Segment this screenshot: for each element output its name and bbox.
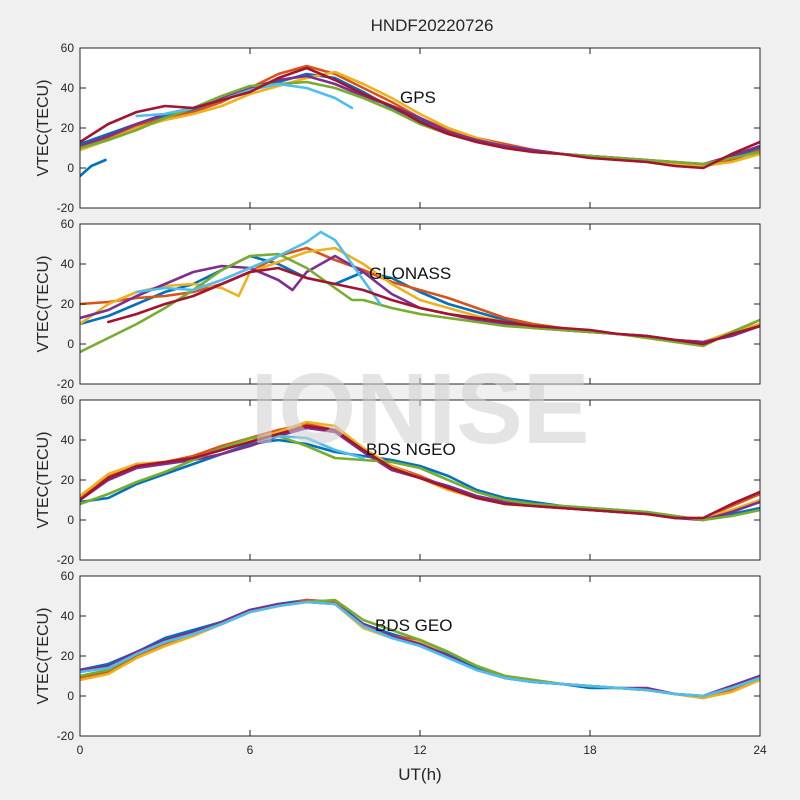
watermark: IONISE bbox=[251, 353, 590, 465]
series-line-6 bbox=[135, 230, 382, 306]
constellation-label: GLONASS bbox=[369, 264, 451, 283]
series-line-6 bbox=[135, 82, 354, 118]
y-tick-label: 20 bbox=[61, 473, 75, 487]
series-group bbox=[80, 598, 760, 700]
y-tick-label: -20 bbox=[57, 377, 75, 391]
y-tick-label: 0 bbox=[67, 337, 74, 351]
subplot-1: -20 0 20 40 60 VTEC(TECU) GPS bbox=[35, 41, 761, 215]
plot-area bbox=[80, 576, 760, 736]
series-line-7 bbox=[107, 266, 760, 346]
y-axis-label: VTEC(TECU) bbox=[35, 256, 52, 353]
y-tick-label: 20 bbox=[61, 121, 75, 135]
series-line-7 bbox=[80, 424, 760, 520]
y-tick-label: 40 bbox=[61, 609, 75, 623]
y-tick-label: 0 bbox=[67, 689, 74, 703]
y-tick-label: 40 bbox=[61, 433, 75, 447]
x-tick-label: 24 bbox=[753, 743, 767, 757]
subplot-2: -20 0 20 40 60 VTEC(TECU) GLONASS bbox=[35, 217, 761, 391]
series-line-7 bbox=[80, 66, 760, 170]
x-tick-label: 0 bbox=[77, 743, 84, 757]
y-axis-label: VTEC(TECU) bbox=[35, 608, 52, 705]
series-group bbox=[80, 230, 760, 354]
x-axis-label: UT(h) bbox=[398, 765, 441, 784]
y-tick-label: -20 bbox=[57, 553, 75, 567]
series-line-5 bbox=[80, 252, 760, 354]
x-tick-label: 12 bbox=[413, 743, 427, 757]
constellation-label: BDS GEO bbox=[375, 616, 452, 635]
y-tick-label: -20 bbox=[57, 201, 75, 215]
constellation-label: BDS NGEO bbox=[366, 440, 456, 459]
y-tick-label: 60 bbox=[61, 41, 75, 55]
series-group bbox=[80, 420, 760, 522]
plot-area bbox=[80, 400, 760, 560]
y-tick-label: 60 bbox=[61, 569, 75, 583]
x-tick-label: 6 bbox=[247, 743, 254, 757]
plot-area bbox=[80, 48, 760, 208]
y-tick-label: 20 bbox=[61, 649, 75, 663]
x-tick-label: 18 bbox=[583, 743, 597, 757]
series-line-4 bbox=[80, 600, 760, 698]
y-axis-label: VTEC(TECU) bbox=[35, 80, 52, 177]
y-tick-label: 0 bbox=[67, 513, 74, 527]
y-tick-label: 40 bbox=[61, 81, 75, 95]
y-tick-label: 0 bbox=[67, 161, 74, 175]
y-tick-label: -20 bbox=[57, 729, 75, 743]
y-tick-label: 60 bbox=[61, 217, 75, 231]
subplot-3: -20 0 20 40 60 VTEC(TECU) BDS NGEO bbox=[35, 393, 761, 567]
constellation-label: GPS bbox=[400, 88, 436, 107]
y-axis-label: VTEC(TECU) bbox=[35, 432, 52, 529]
series-group bbox=[80, 64, 760, 178]
figure-title: HNDF20220726 bbox=[371, 16, 494, 35]
series-line-8 bbox=[80, 158, 107, 178]
y-tick-label: 40 bbox=[61, 257, 75, 271]
y-tick-label: 60 bbox=[61, 393, 75, 407]
plot-area bbox=[80, 224, 760, 384]
y-tick-label: 20 bbox=[61, 297, 75, 311]
series-line-5 bbox=[80, 434, 760, 522]
series-line-6 bbox=[80, 600, 760, 698]
